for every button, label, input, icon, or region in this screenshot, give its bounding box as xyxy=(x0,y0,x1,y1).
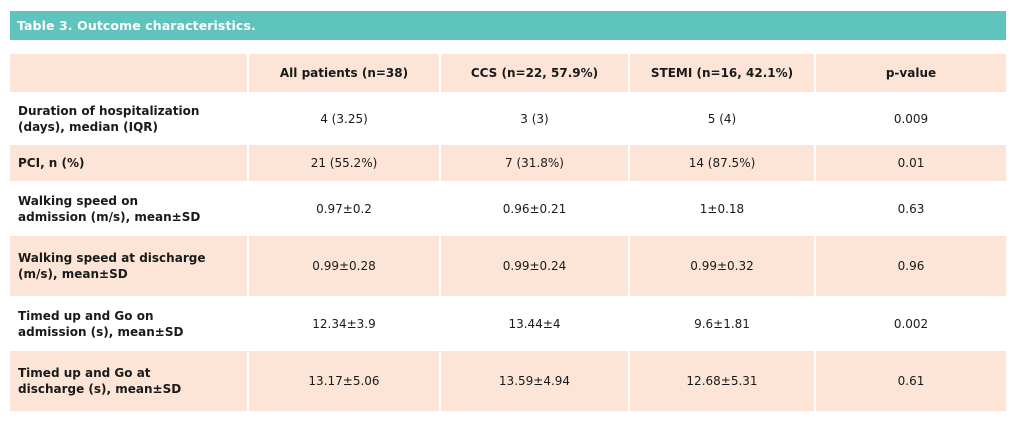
cell-p-value: 0.009 xyxy=(816,92,1006,145)
table-row: PCI, n (%) 21 (55.2%) 7 (31.8%) 14 (87.5… xyxy=(10,145,1006,181)
header-cell-stemi: STEMI (n=16, 42.1%) xyxy=(630,54,816,92)
table-row: Walking speed on admission (m/s), mean±SD… xyxy=(10,181,1006,236)
row-label-line2: (days), median (IQR) xyxy=(18,119,159,134)
row-label-line2: admission (m/s), mean±SD xyxy=(18,209,201,224)
cell-all-patients: 4 (3.25) xyxy=(249,92,441,145)
cell-ccs: 0.99±0.24 xyxy=(441,236,630,296)
header-cell-all-patients: All patients (n=38) xyxy=(249,54,441,92)
row-label-line1: Timed up and Go at xyxy=(18,366,151,380)
row-label: Walking speed at discharge (m/s), mean±SD xyxy=(10,236,249,296)
row-label-line1: Timed up and Go on xyxy=(18,308,154,323)
table-title: Table 3. Outcome characteristics. xyxy=(17,18,256,33)
row-label-line1: PCI, n (%) xyxy=(18,156,85,170)
cell-ccs: 7 (31.8%) xyxy=(441,145,630,181)
cell-stemi: 5 (4) xyxy=(630,92,816,145)
table-row: Duration of hospitalization (days), media… xyxy=(10,92,1006,145)
table-row: Walking speed at discharge (m/s), mean±SD… xyxy=(10,236,1006,296)
cell-stemi: 0.99±0.32 xyxy=(630,236,816,296)
table-row: Timed up and Go at discharge (s), mean±SD… xyxy=(10,351,1006,411)
cell-p-value: 0.63 xyxy=(816,181,1006,236)
cell-ccs: 3 (3) xyxy=(441,92,630,145)
row-label: PCI, n (%) xyxy=(10,145,249,181)
header-cell-ccs: CCS (n=22, 57.9%) xyxy=(441,54,630,92)
cell-stemi: 1±0.18 xyxy=(630,181,816,236)
row-label-line2: admission (s), mean±SD xyxy=(18,324,184,339)
cell-ccs: 13.59±4.94 xyxy=(441,351,630,411)
table-title-bar: Table 3. Outcome characteristics. xyxy=(10,11,1006,40)
cell-all-patients: 13.17±5.06 xyxy=(249,351,441,411)
header-row: All patients (n=38) CCS (n=22, 57.9%) ST… xyxy=(10,54,1006,92)
cell-stemi: 14 (87.5%) xyxy=(630,145,816,181)
row-label: Timed up and Go on admission (s), mean±SD xyxy=(10,296,249,351)
cell-p-value: 0.61 xyxy=(816,351,1006,411)
table-row: Timed up and Go on admission (s), mean±SD… xyxy=(10,296,1006,351)
row-label-line1: Duration of hospitalization xyxy=(18,103,200,118)
row-label-line2: (m/s), mean±SD xyxy=(18,267,128,281)
cell-all-patients: 0.99±0.28 xyxy=(249,236,441,296)
row-label: Timed up and Go at discharge (s), mean±SD xyxy=(10,351,249,411)
cell-p-value: 0.002 xyxy=(816,296,1006,351)
cell-stemi: 9.6±1.81 xyxy=(630,296,816,351)
row-label-line1: Walking speed on xyxy=(18,193,138,208)
outcome-table: All patients (n=38) CCS (n=22, 57.9%) ST… xyxy=(10,54,1006,411)
header-cell-label xyxy=(10,54,249,92)
cell-ccs: 13.44±4 xyxy=(441,296,630,351)
cell-stemi: 12.68±5.31 xyxy=(630,351,816,411)
cell-all-patients: 0.97±0.2 xyxy=(249,181,441,236)
row-label-line2: discharge (s), mean±SD xyxy=(18,382,182,396)
cell-p-value: 0.96 xyxy=(816,236,1006,296)
row-label-line1: Walking speed at discharge xyxy=(18,251,206,265)
row-label: Walking speed on admission (m/s), mean±SD xyxy=(10,181,249,236)
cell-p-value: 0.01 xyxy=(816,145,1006,181)
row-label: Duration of hospitalization (days), media… xyxy=(10,92,249,145)
cell-ccs: 0.96±0.21 xyxy=(441,181,630,236)
cell-all-patients: 21 (55.2%) xyxy=(249,145,441,181)
cell-all-patients: 12.34±3.9 xyxy=(249,296,441,351)
header-cell-p-value: p-value xyxy=(816,54,1006,92)
